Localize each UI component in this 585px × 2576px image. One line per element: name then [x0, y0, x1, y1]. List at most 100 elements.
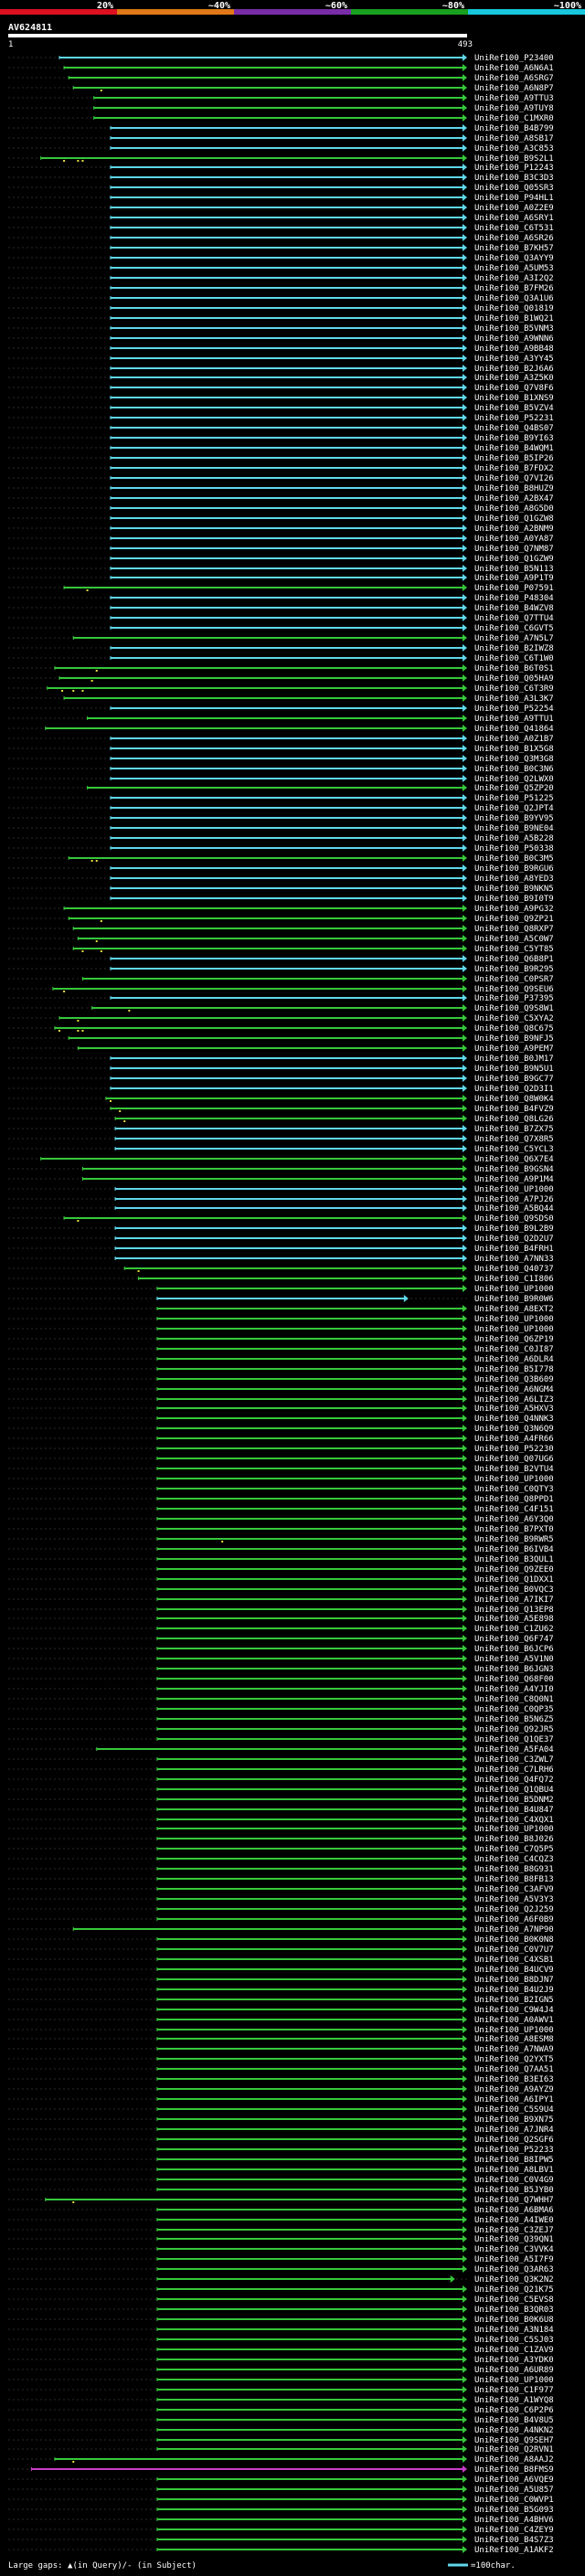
hit-label[interactable]: UniRef100_A5FA04 — [474, 1745, 554, 1754]
hit-label[interactable]: UniRef100_Q3AYY9 — [474, 254, 554, 263]
hit-row[interactable]: UniRef100_B8DJN7 — [8, 1976, 554, 1985]
hit-row[interactable]: UniRef100_Q21K75 — [8, 2285, 554, 2295]
hit-label[interactable]: UniRef100_P37395 — [474, 994, 554, 1003]
hit-row[interactable]: UniRef100_Q01819 — [8, 304, 554, 313]
hit-row[interactable]: UniRef100_B9NFJ5 — [8, 1034, 554, 1044]
hit-row[interactable]: UniRef100_C5YT85 — [8, 945, 554, 954]
hit-label[interactable]: UniRef100_A6SRY1 — [474, 214, 554, 223]
hit-row[interactable]: UniRef100_Q2RVN1 — [8, 2445, 554, 2454]
hit-row[interactable]: UniRef100_A5V3Y3 — [8, 1895, 554, 1904]
hit-label[interactable]: UniRef100_B6JGN3 — [474, 1665, 554, 1674]
hit-label[interactable]: UniRef100_A8AAJ2 — [474, 2455, 554, 2465]
hit-row[interactable]: UniRef100_Q7X8R5 — [8, 1135, 554, 1144]
hit-label[interactable]: UniRef100_A9TUY8 — [474, 104, 554, 113]
hit-label[interactable]: UniRef100_Q2JPT4 — [474, 804, 554, 813]
hit-label[interactable]: UniRef100_B9R295 — [474, 965, 554, 974]
hit-row[interactable]: UniRef100_A3L3K7 — [8, 694, 554, 704]
hit-row[interactable]: UniRef100_C4XQX1 — [8, 1816, 554, 1825]
hit-row[interactable]: UniRef100_B4WQM1 — [8, 444, 554, 453]
hit-label[interactable]: UniRef100_B5VNM3 — [474, 324, 554, 334]
hit-label[interactable]: UniRef100_Q68F00 — [474, 1675, 554, 1684]
hit-label[interactable]: UniRef100_B4WZV8 — [474, 604, 554, 613]
hit-row[interactable]: UniRef100_Q8LG26 — [8, 1115, 554, 1124]
hit-row[interactable]: UniRef100_A6SR26 — [8, 234, 554, 243]
hit-label[interactable]: UniRef100_B9GSN4 — [474, 1165, 554, 1174]
hit-label[interactable]: UniRef100_P52231 — [474, 414, 554, 423]
hit-row[interactable]: UniRef100_A4NKN2 — [8, 2426, 554, 2435]
hit-row[interactable]: UniRef100_B7ZX75 — [8, 1125, 554, 1134]
hit-row[interactable]: UniRef100_Q2JPT4 — [8, 804, 554, 813]
hit-label[interactable]: UniRef100_A3YY45 — [474, 355, 554, 364]
hit-row[interactable]: UniRef100_B9R0W6 — [8, 1295, 554, 1304]
hit-label[interactable]: UniRef100_Q3N6Q9 — [474, 1425, 554, 1434]
hit-row[interactable]: UniRef100_B8G931 — [8, 1865, 554, 1874]
hit-label[interactable]: UniRef100_C5YT85 — [474, 945, 554, 954]
hit-label[interactable]: UniRef100_C5EVS8 — [474, 2295, 554, 2305]
hit-row[interactable]: UniRef100_UP1000 — [8, 1285, 554, 1294]
hit-row[interactable]: UniRef100_B9I0T9 — [8, 895, 554, 904]
hit-label[interactable]: UniRef100_A5I7F9 — [474, 2255, 554, 2264]
hit-row[interactable]: UniRef100_B2VTU4 — [8, 1465, 554, 1474]
hit-label[interactable]: UniRef100_C3AFV9 — [474, 1885, 554, 1894]
hit-row[interactable]: UniRef100_A6UR89 — [8, 2366, 554, 2375]
hit-row[interactable]: UniRef100_C9W4J4 — [8, 2006, 554, 2015]
hit-row[interactable]: UniRef100_Q9SEU6 — [8, 985, 554, 994]
hit-label[interactable]: UniRef100_B5N6Z5 — [474, 1715, 554, 1724]
hit-row[interactable]: UniRef100_Q1QE37 — [8, 1735, 554, 1744]
hit-label[interactable]: UniRef100_A6DLR4 — [474, 1355, 554, 1364]
hit-row[interactable]: UniRef100_Q2LWX0 — [8, 775, 554, 784]
hit-label[interactable]: UniRef100_A9P1M4 — [474, 1175, 554, 1184]
hit-label[interactable]: UniRef100_C1ZAV9 — [474, 2346, 554, 2355]
hit-row[interactable]: UniRef100_P23400 — [8, 54, 554, 63]
hit-row[interactable]: UniRef100_A3N184 — [8, 2326, 554, 2335]
hit-row[interactable]: UniRef100_Q7TTU4 — [8, 614, 554, 623]
hit-row[interactable]: UniRef100_C1I806 — [8, 1275, 554, 1284]
hit-label[interactable]: UniRef100_C0PSR7 — [474, 975, 554, 984]
hit-label[interactable]: UniRef100_A7IKI7 — [474, 1595, 554, 1605]
hit-label[interactable]: UniRef100_A0Z2E9 — [474, 204, 554, 213]
hit-label[interactable]: UniRef100_Q05HA9 — [474, 674, 554, 684]
hit-row[interactable]: UniRef100_B8FB13 — [8, 1875, 554, 1884]
hit-row[interactable]: UniRef100_C4CQZ3 — [8, 1855, 554, 1864]
hit-label[interactable]: UniRef100_Q7WHH7 — [474, 2196, 554, 2205]
hit-row[interactable]: UniRef100_A6DLR4 — [8, 1355, 554, 1364]
hit-label[interactable]: UniRef100_B7ZX75 — [474, 1125, 554, 1134]
hit-label[interactable]: UniRef100_B7FM26 — [474, 284, 554, 293]
hit-label[interactable]: UniRef100_Q07UG6 — [474, 1455, 554, 1464]
hit-label[interactable]: UniRef100_A8YED3 — [474, 875, 554, 884]
hit-label[interactable]: UniRef100_B9NKN5 — [474, 885, 554, 894]
hit-row[interactable]: UniRef100_B6JGN3 — [8, 1665, 554, 1674]
hit-label[interactable]: UniRef100_C5YCL3 — [474, 1145, 554, 1154]
hit-row[interactable]: UniRef100_B0C3M5 — [8, 854, 554, 864]
hit-label[interactable]: UniRef100_B1WQ21 — [474, 314, 554, 323]
hit-row[interactable]: UniRef100_A5BQ44 — [8, 1204, 554, 1214]
hit-label[interactable]: UniRef100_Q8LG26 — [474, 1115, 554, 1124]
hit-row[interactable]: UniRef100_Q7VI26 — [8, 474, 554, 483]
hit-row[interactable]: UniRef100_B0JM17 — [8, 1055, 554, 1064]
hit-row[interactable]: UniRef100_B3QUL1 — [8, 1555, 554, 1564]
hit-row[interactable]: UniRef100_Q6X7E4 — [8, 1155, 554, 1164]
hit-label[interactable]: UniRef100_Q8RXP7 — [474, 925, 554, 934]
hit-label[interactable]: UniRef100_C5SJ03 — [474, 2336, 554, 2345]
hit-label[interactable]: UniRef100_A6F0B9 — [474, 1915, 554, 1924]
hit-label[interactable]: UniRef100_A5BQ44 — [474, 1204, 554, 1214]
hit-label[interactable]: UniRef100_B6JCP6 — [474, 1645, 554, 1654]
hit-row[interactable]: UniRef100_A4FR66 — [8, 1435, 554, 1444]
hit-label[interactable]: UniRef100_Q1QE37 — [474, 1735, 554, 1744]
hit-row[interactable]: UniRef100_A3Z5K0 — [8, 374, 554, 383]
hit-row[interactable]: UniRef100_B6T0S1 — [8, 664, 554, 673]
hit-label[interactable]: UniRef100_A6SR26 — [474, 234, 554, 243]
hit-row[interactable]: UniRef100_Q1QBU4 — [8, 1786, 554, 1795]
hit-row[interactable]: UniRef100_B0K0N8 — [8, 1935, 554, 1945]
hit-label[interactable]: UniRef100_Q3A1U6 — [474, 294, 554, 303]
hit-row[interactable]: UniRef100_A6F0B9 — [8, 1915, 554, 1924]
hit-row[interactable]: UniRef100_B5DNM2 — [8, 1796, 554, 1805]
hit-row[interactable]: UniRef100_Q8C675 — [8, 1024, 554, 1034]
hit-row[interactable]: UniRef100_A5FA04 — [8, 1745, 554, 1754]
hit-label[interactable]: UniRef100_UP1000 — [474, 1825, 554, 1834]
hit-row[interactable]: UniRef100_P94HL1 — [8, 194, 554, 203]
hit-label[interactable]: UniRef100_A2BNM9 — [474, 525, 554, 534]
hit-row[interactable]: UniRef100_Q92JR5 — [8, 1725, 554, 1734]
hit-label[interactable]: UniRef100_A5C0W7 — [474, 935, 554, 944]
hit-label[interactable]: UniRef100_A7NWA9 — [474, 2045, 554, 2054]
